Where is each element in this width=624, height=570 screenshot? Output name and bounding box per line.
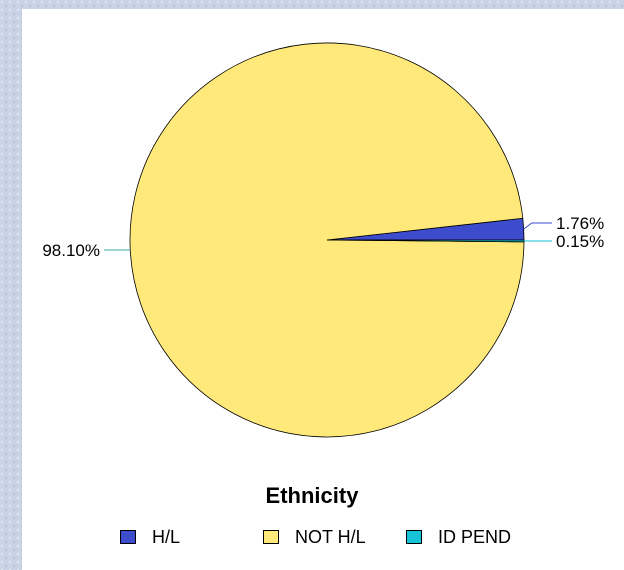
- window-frame-left: [0, 0, 22, 570]
- window-frame-top: [0, 0, 624, 9]
- legend-label-id-pend: ID PEND: [438, 526, 512, 547]
- data-label-id-pend: 0.15%: [556, 232, 604, 251]
- legend-label-h-l: H/L: [152, 526, 181, 547]
- data-label-h-l: 1.76%: [556, 214, 604, 233]
- leader-lines: [104, 222, 552, 251]
- legend-item-id-pend: ID PEND: [406, 526, 511, 548]
- legend-swatch-h-l: [120, 530, 136, 544]
- legend-item-h-l: H/L: [120, 526, 180, 548]
- data-label-not-h-l: 98.10%: [42, 241, 100, 260]
- pie-slices: [129, 42, 525, 438]
- data-labels: 1.76% 98.10% 0.15%: [42, 214, 604, 260]
- chart-title: Ethnicity: [265, 483, 359, 508]
- legend-item-not-h-l: NOT H/L: [263, 526, 366, 548]
- pie-chart: 1.76% 98.10% 0.15%: [42, 42, 604, 438]
- pie-slice-id-pend: [326, 239, 525, 243]
- legend-swatch-id-pend: [406, 530, 422, 544]
- leader-line-h-l: [523, 222, 552, 230]
- legend-swatch-not-h-l: [263, 530, 279, 544]
- legend-label-not-h-l: NOT H/L: [295, 526, 366, 547]
